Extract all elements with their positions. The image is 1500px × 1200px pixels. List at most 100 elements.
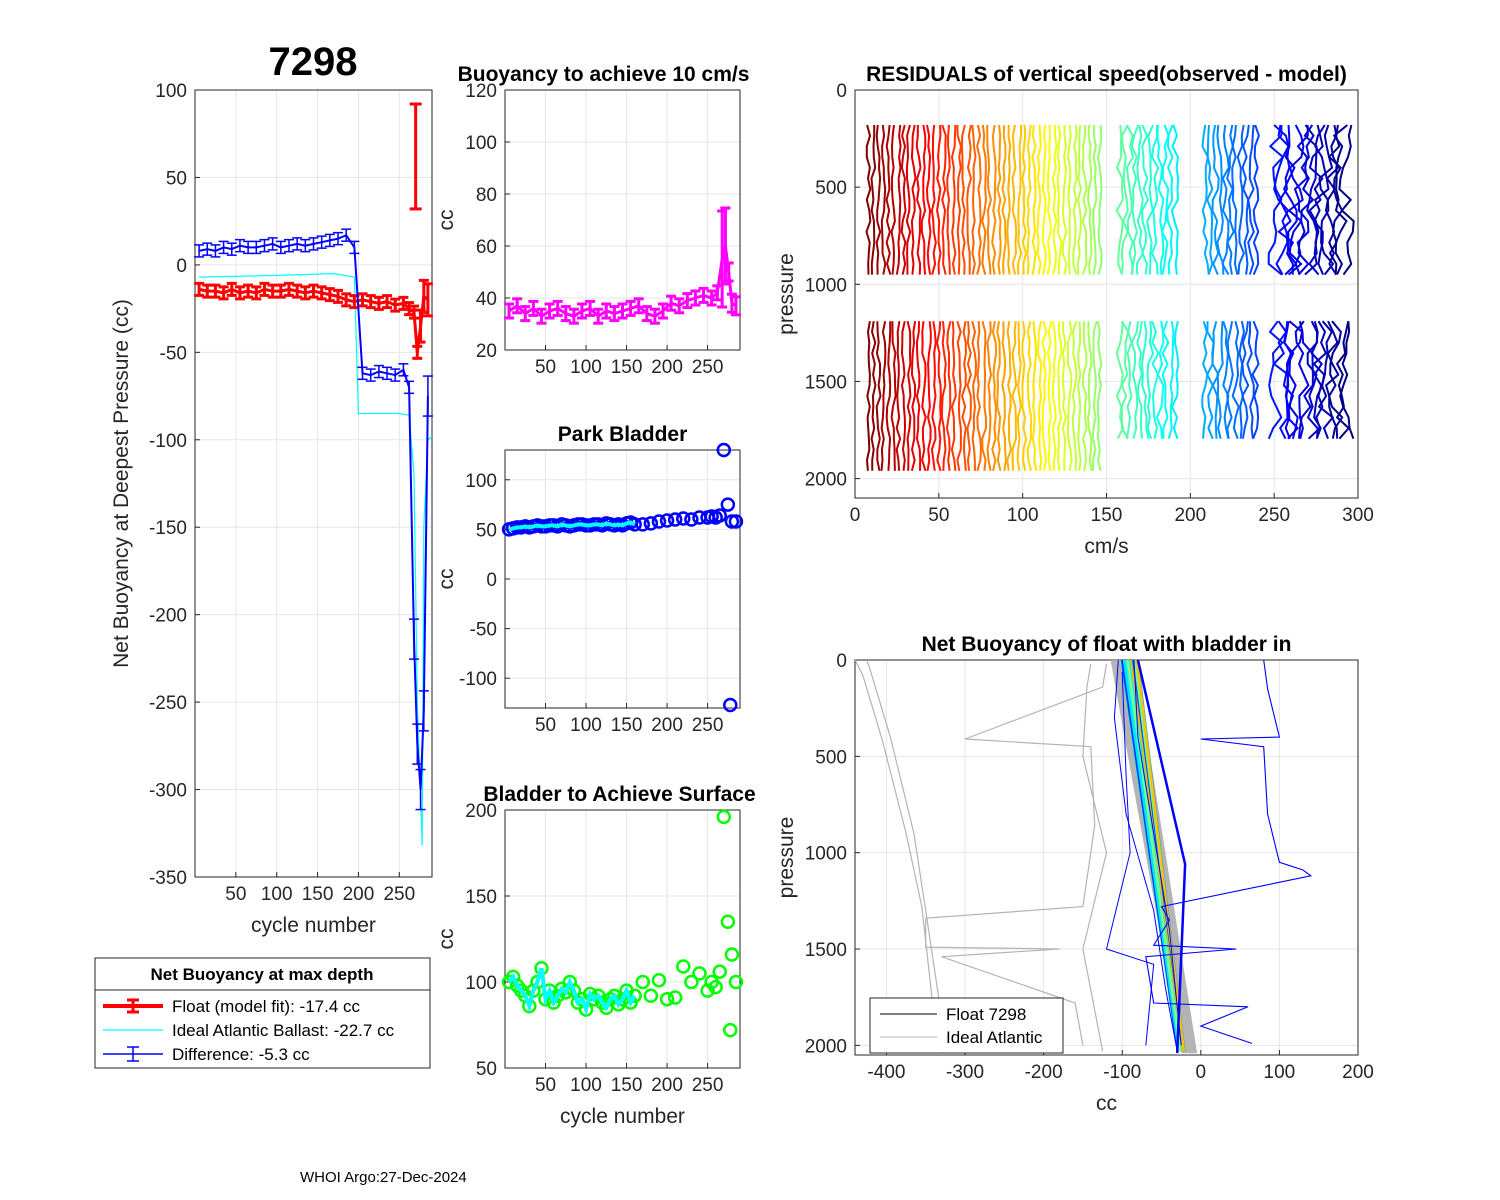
park-point [659,513,675,528]
residual-profile-line [986,321,993,471]
residual-profile-line [865,124,872,275]
x-tick-label: -400 [867,1062,905,1083]
profile-lines [855,660,1313,1055]
y-tick-label: 100 [465,471,497,492]
legend-swatch-float [103,998,163,1014]
residual-profile-line [1221,124,1230,276]
residual-profile-line [986,124,993,275]
y-tick-label: 100 [465,973,497,994]
axes-frame [854,659,1359,1056]
axes-frame [854,89,1359,499]
y-tick-label: -250 [149,693,187,714]
y-tick-label: -150 [149,518,187,539]
residual-profile-line [1308,124,1324,276]
x-axis-label: cc [1096,1092,1117,1115]
residual-profile-line [870,125,877,275]
residual-profile-line [1001,124,1007,275]
surface-point [728,974,744,990]
x-tick-label: 100 [570,1075,602,1096]
park-point [635,517,651,532]
residual-profile-line [930,321,937,471]
plot-area [505,810,740,1068]
residual-profile-line [996,321,1002,472]
residual-profile-line [890,321,897,471]
residual-profile-line [1096,321,1103,472]
residual-profile-line [875,321,882,472]
park-bladder-plot: 50 100 150 200 250 100 50 0 -50 -100 Park Bladder c… [435,423,744,736]
residual-profile-line [1150,124,1160,275]
surface-point [724,947,740,962]
residual-profile-line [920,124,927,275]
x-tick-label: -100 [1103,1062,1141,1083]
residual-profile-line [915,321,922,471]
surface-point [667,990,683,1005]
residual-profiles [865,124,1355,472]
residual-profile-line [1206,124,1214,275]
residual-profile-line [935,321,942,472]
residual-profile-line [1056,124,1063,275]
park-point [716,442,732,458]
park-point [723,697,738,713]
park-point [712,508,727,523]
x-tick-label: 50 [535,357,556,378]
residual-profile-line [900,124,907,275]
surface-point [720,914,736,930]
residual-profile-line [1307,320,1324,440]
surface-point [676,959,691,974]
residual-profile-line [1051,125,1058,275]
residual-profile-line [1161,320,1170,439]
residual-profile-line [971,124,977,275]
residual-profile-line [1021,321,1028,472]
plot-area [195,90,432,877]
x-tick-label: 100 [570,715,602,736]
residual-profile-line [1297,124,1315,276]
residual-profile-line [1076,321,1082,471]
y-tick-label: 80 [476,185,497,206]
surface-point [692,966,707,981]
surface-point [723,1022,738,1038]
residual-profile-line [1125,320,1133,439]
residual-profile-line [1216,124,1225,275]
residual-profile-line [885,124,892,275]
legend-title: Net Buoyancy at max depth [151,965,374,984]
residual-profile-line [1211,124,1220,275]
x-tick-label: 100 [261,884,293,905]
park-point [667,512,683,527]
residual-profile-line [1120,124,1129,275]
y-tick-label: 2000 [805,470,847,491]
y-tick-label: -50 [160,343,187,364]
park-point [720,497,736,512]
residual-profile-line [1226,124,1235,275]
y-tick-label: 40 [476,289,497,310]
residual-profile-line [1332,124,1349,276]
y-tick-label: 2000 [805,1036,847,1057]
residual-profile-line [1155,124,1165,275]
y-tick-label: 50 [476,1059,497,1080]
axis-ticks: 50 100 150 200 250 100 50 0 -50 -100 -150 -200 -250 -… [149,81,415,905]
y-tick-label: -100 [149,431,187,452]
residual-profile-line [1298,320,1314,439]
residual-profile-line [1238,321,1246,439]
residual-profile-line [1287,124,1305,276]
y-tick-label: 1000 [805,275,847,296]
y-tick-label: -350 [149,868,187,889]
residual-profile-line [1252,124,1260,275]
residual-profile-line [880,124,887,275]
residual-profile-line [1041,124,1047,275]
x-tick-label: 0 [850,505,861,526]
residual-profile-line [1011,124,1018,275]
residual-profile-line [981,124,988,275]
y-tick-label: 0 [486,570,497,591]
residual-profile-line [1001,321,1007,471]
residual-profile-line [926,321,932,471]
residual-profile-line [1031,321,1038,471]
residual-profile-line [1216,321,1224,439]
surface-point [651,973,667,988]
float-profile-line [1105,671,1155,1046]
residual-profile-line [906,320,912,471]
residual-profile-line [1087,124,1093,275]
chart-title: Buoyancy to achieve 10 cm/s [458,63,750,86]
profile-legend: Float 7298 Ideal Atlantic [869,997,1064,1054]
x-tick-label: 250 [1258,505,1290,526]
y-tick-label: 100 [465,133,497,154]
